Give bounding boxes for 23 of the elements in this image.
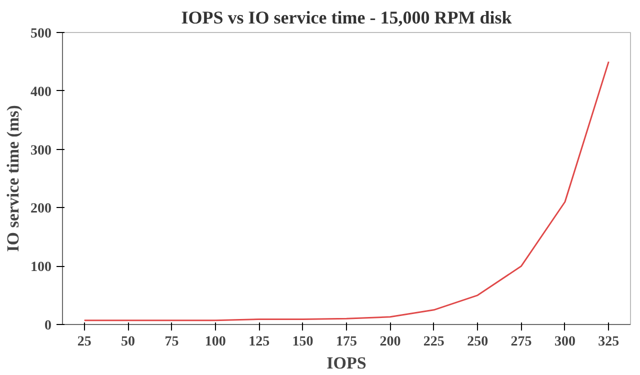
x-tick-label: 300 [554, 334, 576, 350]
y-tick-label: 400 [30, 84, 52, 100]
x-tick-label: 50 [121, 334, 136, 350]
y-tick-label: 100 [30, 260, 52, 276]
x-tick-label: 325 [598, 334, 620, 350]
x-tick-label: 200 [380, 334, 401, 350]
y-tick-label: 0 [44, 318, 52, 334]
x-tick-label: 125 [248, 334, 270, 350]
x-tick-label: 225 [423, 334, 444, 350]
line-series [84, 60, 610, 322]
y-tick-label: 500 [30, 26, 52, 42]
x-tick-label: 100 [204, 334, 226, 350]
y-axis-title: IO service time (ms) [4, 105, 22, 252]
x-tick-label: 75 [164, 334, 179, 350]
x-axis-title: IOPS [326, 354, 366, 372]
y-tick-label: 300 [30, 143, 52, 158]
x-tick-label: 275 [510, 334, 532, 350]
x-tick-label: 175 [336, 334, 357, 350]
chart-title: IOPS vs IO service time - 15,000 RPM disk [181, 8, 512, 28]
y-tick-label: 200 [30, 202, 52, 217]
x-tick-label: 250 [467, 334, 488, 350]
x-tick-label: 25 [77, 334, 92, 350]
x-tick-label: 150 [292, 334, 314, 350]
